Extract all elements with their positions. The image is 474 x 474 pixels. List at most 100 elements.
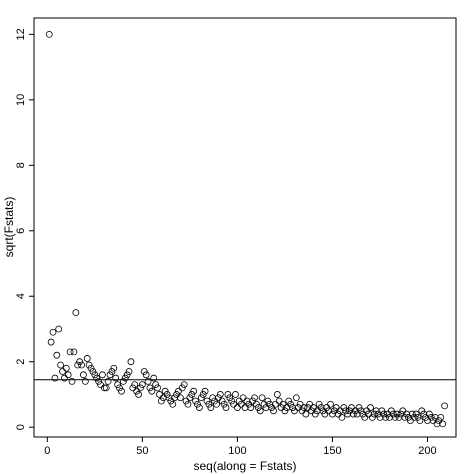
- data-point: [66, 348, 74, 356]
- data-point: [148, 387, 156, 395]
- data-point: [382, 413, 390, 421]
- data-point: [441, 402, 448, 410]
- data-point: [188, 391, 196, 398]
- data-point: [135, 391, 142, 398]
- data-point: [207, 404, 215, 411]
- data-point: [224, 391, 232, 398]
- data-point: [57, 361, 65, 369]
- data-point: [108, 368, 116, 375]
- data-point: [264, 397, 272, 405]
- data-point: [391, 413, 399, 421]
- data-point: [95, 377, 103, 385]
- data-point: [87, 364, 95, 372]
- data-point: [378, 407, 386, 415]
- data-point: [144, 377, 152, 385]
- data-point: [342, 407, 350, 415]
- y-tick-label: 4: [15, 293, 27, 299]
- data-point: [401, 413, 409, 421]
- data-point: [180, 381, 188, 389]
- data-point: [228, 397, 236, 405]
- data-point: [59, 368, 66, 375]
- data-point: [292, 394, 300, 402]
- data-point: [110, 364, 118, 372]
- data-point: [254, 404, 262, 411]
- data-point: [425, 410, 433, 418]
- data-point: [178, 384, 186, 392]
- data-point: [70, 348, 78, 356]
- data-point: [51, 374, 59, 382]
- data-point: [199, 391, 207, 398]
- points-layer: [45, 30, 448, 428]
- plot-frame: [33, 17, 457, 438]
- data-point: [270, 407, 277, 415]
- data-point: [114, 381, 122, 389]
- data-point: [412, 410, 420, 418]
- data-point: [93, 374, 101, 382]
- x-tick-label: 200: [418, 445, 436, 457]
- data-point: [68, 377, 76, 385]
- data-point: [311, 410, 319, 418]
- data-point: [53, 351, 61, 359]
- x-axis-label: seq(along = Fstats): [193, 459, 296, 473]
- x-tick-label: 150: [323, 445, 341, 457]
- data-point: [150, 374, 158, 382]
- data-point: [287, 400, 295, 408]
- data-point: [62, 364, 70, 372]
- data-point: [154, 384, 161, 392]
- data-point: [192, 397, 199, 405]
- data-point: [102, 384, 110, 392]
- x-tick-label: 0: [44, 445, 50, 457]
- data-point: [100, 384, 108, 392]
- data-point: [213, 400, 220, 408]
- data-point: [163, 391, 171, 398]
- data-point: [439, 420, 447, 428]
- data-point: [85, 361, 93, 369]
- y-tick-label: 2: [15, 359, 27, 365]
- data-point: [241, 404, 249, 411]
- data-point: [315, 400, 323, 408]
- data-point: [380, 410, 388, 418]
- data-point: [218, 397, 226, 405]
- data-point: [104, 377, 112, 385]
- data-point: [226, 394, 234, 402]
- data-point: [45, 30, 53, 38]
- data-point: [121, 374, 129, 382]
- data-point: [146, 384, 154, 392]
- data-point: [157, 397, 165, 405]
- y-axis: 0 2 4 6 8 10 12: [15, 28, 34, 430]
- data-point: [123, 371, 131, 379]
- data-point: [300, 404, 308, 411]
- data-point: [197, 394, 205, 402]
- data-point: [49, 328, 57, 336]
- y-tick-label: 8: [15, 162, 27, 168]
- data-point: [186, 394, 194, 402]
- data-point: [112, 374, 120, 382]
- data-point: [142, 371, 150, 379]
- y-tick-label: 10: [15, 94, 27, 106]
- data-point: [410, 413, 418, 421]
- data-point: [205, 400, 213, 408]
- data-point: [203, 397, 211, 405]
- data-point: [408, 410, 416, 418]
- data-point: [152, 381, 160, 389]
- data-point: [64, 371, 72, 379]
- data-point: [273, 391, 281, 398]
- data-point: [91, 371, 99, 379]
- x-axis: 0 50 100 150 200: [44, 437, 437, 457]
- data-point: [184, 400, 192, 408]
- data-point: [72, 309, 80, 317]
- data-point: [176, 394, 184, 402]
- y-tick-label: 12: [15, 28, 27, 40]
- x-tick-label: 100: [228, 445, 246, 457]
- data-point: [232, 391, 239, 398]
- data-point: [99, 371, 106, 379]
- data-point: [355, 404, 363, 411]
- data-point: [161, 387, 169, 395]
- data-point: [106, 371, 114, 379]
- data-point: [55, 325, 63, 333]
- data-point: [258, 394, 266, 402]
- data-point: [125, 368, 133, 375]
- data-point: [285, 397, 293, 405]
- data-point: [138, 381, 146, 389]
- data-point: [340, 404, 348, 411]
